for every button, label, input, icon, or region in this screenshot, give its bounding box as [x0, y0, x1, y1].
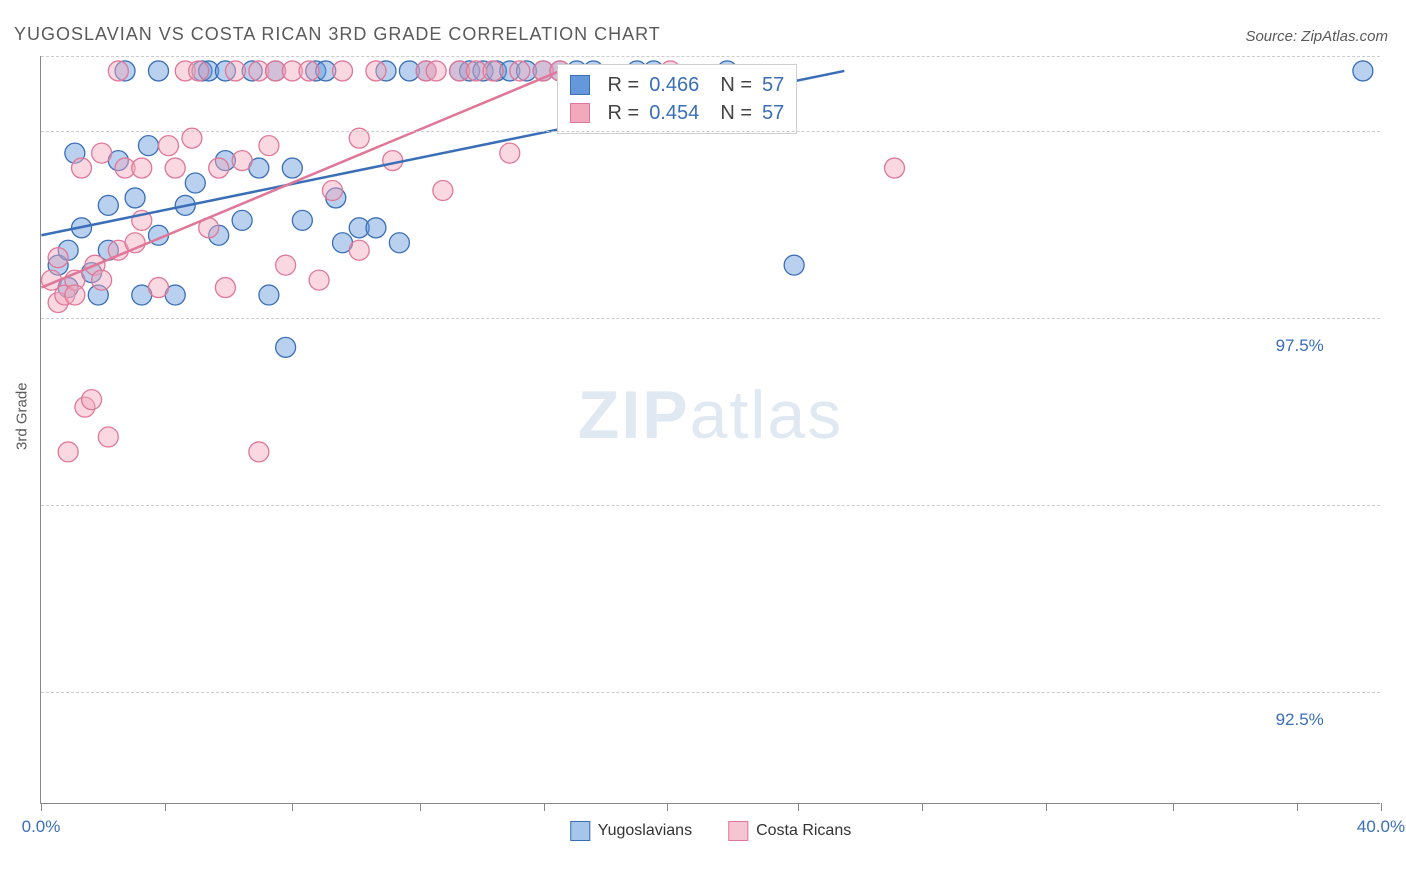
data-point — [58, 442, 78, 462]
stats-row-series2: R = 0.454 N = 57 — [570, 99, 785, 127]
data-point — [249, 442, 269, 462]
x-tick-label: 40.0% — [1357, 817, 1405, 837]
data-point — [215, 278, 235, 298]
data-point — [433, 180, 453, 200]
data-point — [165, 158, 185, 178]
x-tick-label: 0.0% — [22, 817, 61, 837]
gridline — [41, 318, 1380, 319]
x-tick — [1046, 803, 1047, 811]
data-point — [322, 180, 342, 200]
data-point — [65, 285, 85, 305]
legend-label: Costa Ricans — [756, 822, 851, 839]
x-tick — [41, 803, 42, 811]
gridline — [41, 131, 1380, 132]
data-point — [259, 285, 279, 305]
data-point — [389, 233, 409, 253]
legend-item: Costa Ricans — [728, 821, 851, 841]
stats-n-1: 57 — [762, 71, 784, 99]
data-point — [232, 151, 252, 171]
y-tick-label: 92.5% — [1276, 710, 1324, 730]
gridline — [41, 56, 1380, 57]
data-point — [48, 248, 68, 268]
stats-n-label: N = — [709, 99, 752, 127]
data-point — [189, 61, 209, 81]
x-tick — [1173, 803, 1174, 811]
x-tick — [544, 803, 545, 811]
data-point — [500, 143, 520, 163]
legend-bottom: Yugoslavians Costa Ricans — [570, 821, 851, 841]
x-tick — [292, 803, 293, 811]
data-point — [333, 61, 353, 81]
x-tick — [922, 803, 923, 811]
data-point — [885, 158, 905, 178]
stats-n-2: 57 — [762, 99, 784, 127]
stats-n-label: N = — [709, 71, 752, 99]
data-point — [232, 210, 252, 230]
stats-r-label: R = — [608, 99, 640, 127]
data-point — [383, 151, 403, 171]
data-point — [149, 61, 169, 81]
data-point — [366, 61, 386, 81]
trend-line — [41, 71, 560, 288]
data-point — [225, 61, 245, 81]
data-point — [82, 390, 102, 410]
data-point — [125, 188, 145, 208]
data-point — [784, 255, 804, 275]
data-point — [98, 195, 118, 215]
data-point — [92, 270, 112, 290]
plot-area: ZIPatlas R = 0.466 N = 57 R = 0.454 N = … — [40, 56, 1380, 804]
legend-swatch-icon — [728, 821, 748, 841]
stats-r-label: R = — [608, 71, 640, 99]
data-point — [1353, 61, 1373, 81]
data-point — [149, 278, 169, 298]
gridline — [41, 692, 1380, 693]
data-point — [276, 255, 296, 275]
data-point — [282, 158, 302, 178]
stats-box: R = 0.466 N = 57 R = 0.454 N = 57 — [557, 64, 798, 134]
x-tick — [420, 803, 421, 811]
data-point — [259, 136, 279, 156]
stats-swatch-2 — [570, 103, 590, 123]
data-point — [138, 136, 158, 156]
x-tick — [1381, 803, 1382, 811]
data-point — [92, 143, 112, 163]
data-point — [349, 240, 369, 260]
data-point — [276, 337, 296, 357]
x-tick — [1297, 803, 1298, 811]
data-point — [72, 158, 92, 178]
stats-r-2: 0.454 — [649, 99, 699, 127]
data-point — [159, 136, 179, 156]
data-point — [292, 210, 312, 230]
data-point — [426, 61, 446, 81]
stats-r-1: 0.466 — [649, 71, 699, 99]
y-tick-label: 97.5% — [1276, 336, 1324, 356]
source-attribution: Source: ZipAtlas.com — [1245, 28, 1388, 45]
data-point — [108, 61, 128, 81]
x-tick — [667, 803, 668, 811]
chart-container: YUGOSLAVIAN VS COSTA RICAN 3RD GRADE COR… — [0, 0, 1406, 892]
data-point — [309, 270, 329, 290]
legend-label: Yugoslavians — [598, 822, 692, 839]
y-axis-label: 3rd Grade — [14, 382, 31, 450]
chart-title: YUGOSLAVIAN VS COSTA RICAN 3RD GRADE COR… — [14, 24, 661, 45]
x-tick — [798, 803, 799, 811]
stats-row-series1: R = 0.466 N = 57 — [570, 71, 785, 99]
legend-swatch-icon — [570, 821, 590, 841]
data-point — [98, 427, 118, 447]
x-tick — [165, 803, 166, 811]
data-point — [510, 61, 530, 81]
data-point — [209, 158, 229, 178]
data-point — [185, 173, 205, 193]
gridline — [41, 505, 1380, 506]
data-point — [483, 61, 503, 81]
data-point — [299, 61, 319, 81]
data-point — [132, 158, 152, 178]
legend-item: Yugoslavians — [570, 821, 692, 841]
data-point — [366, 218, 386, 238]
stats-swatch-1 — [570, 75, 590, 95]
